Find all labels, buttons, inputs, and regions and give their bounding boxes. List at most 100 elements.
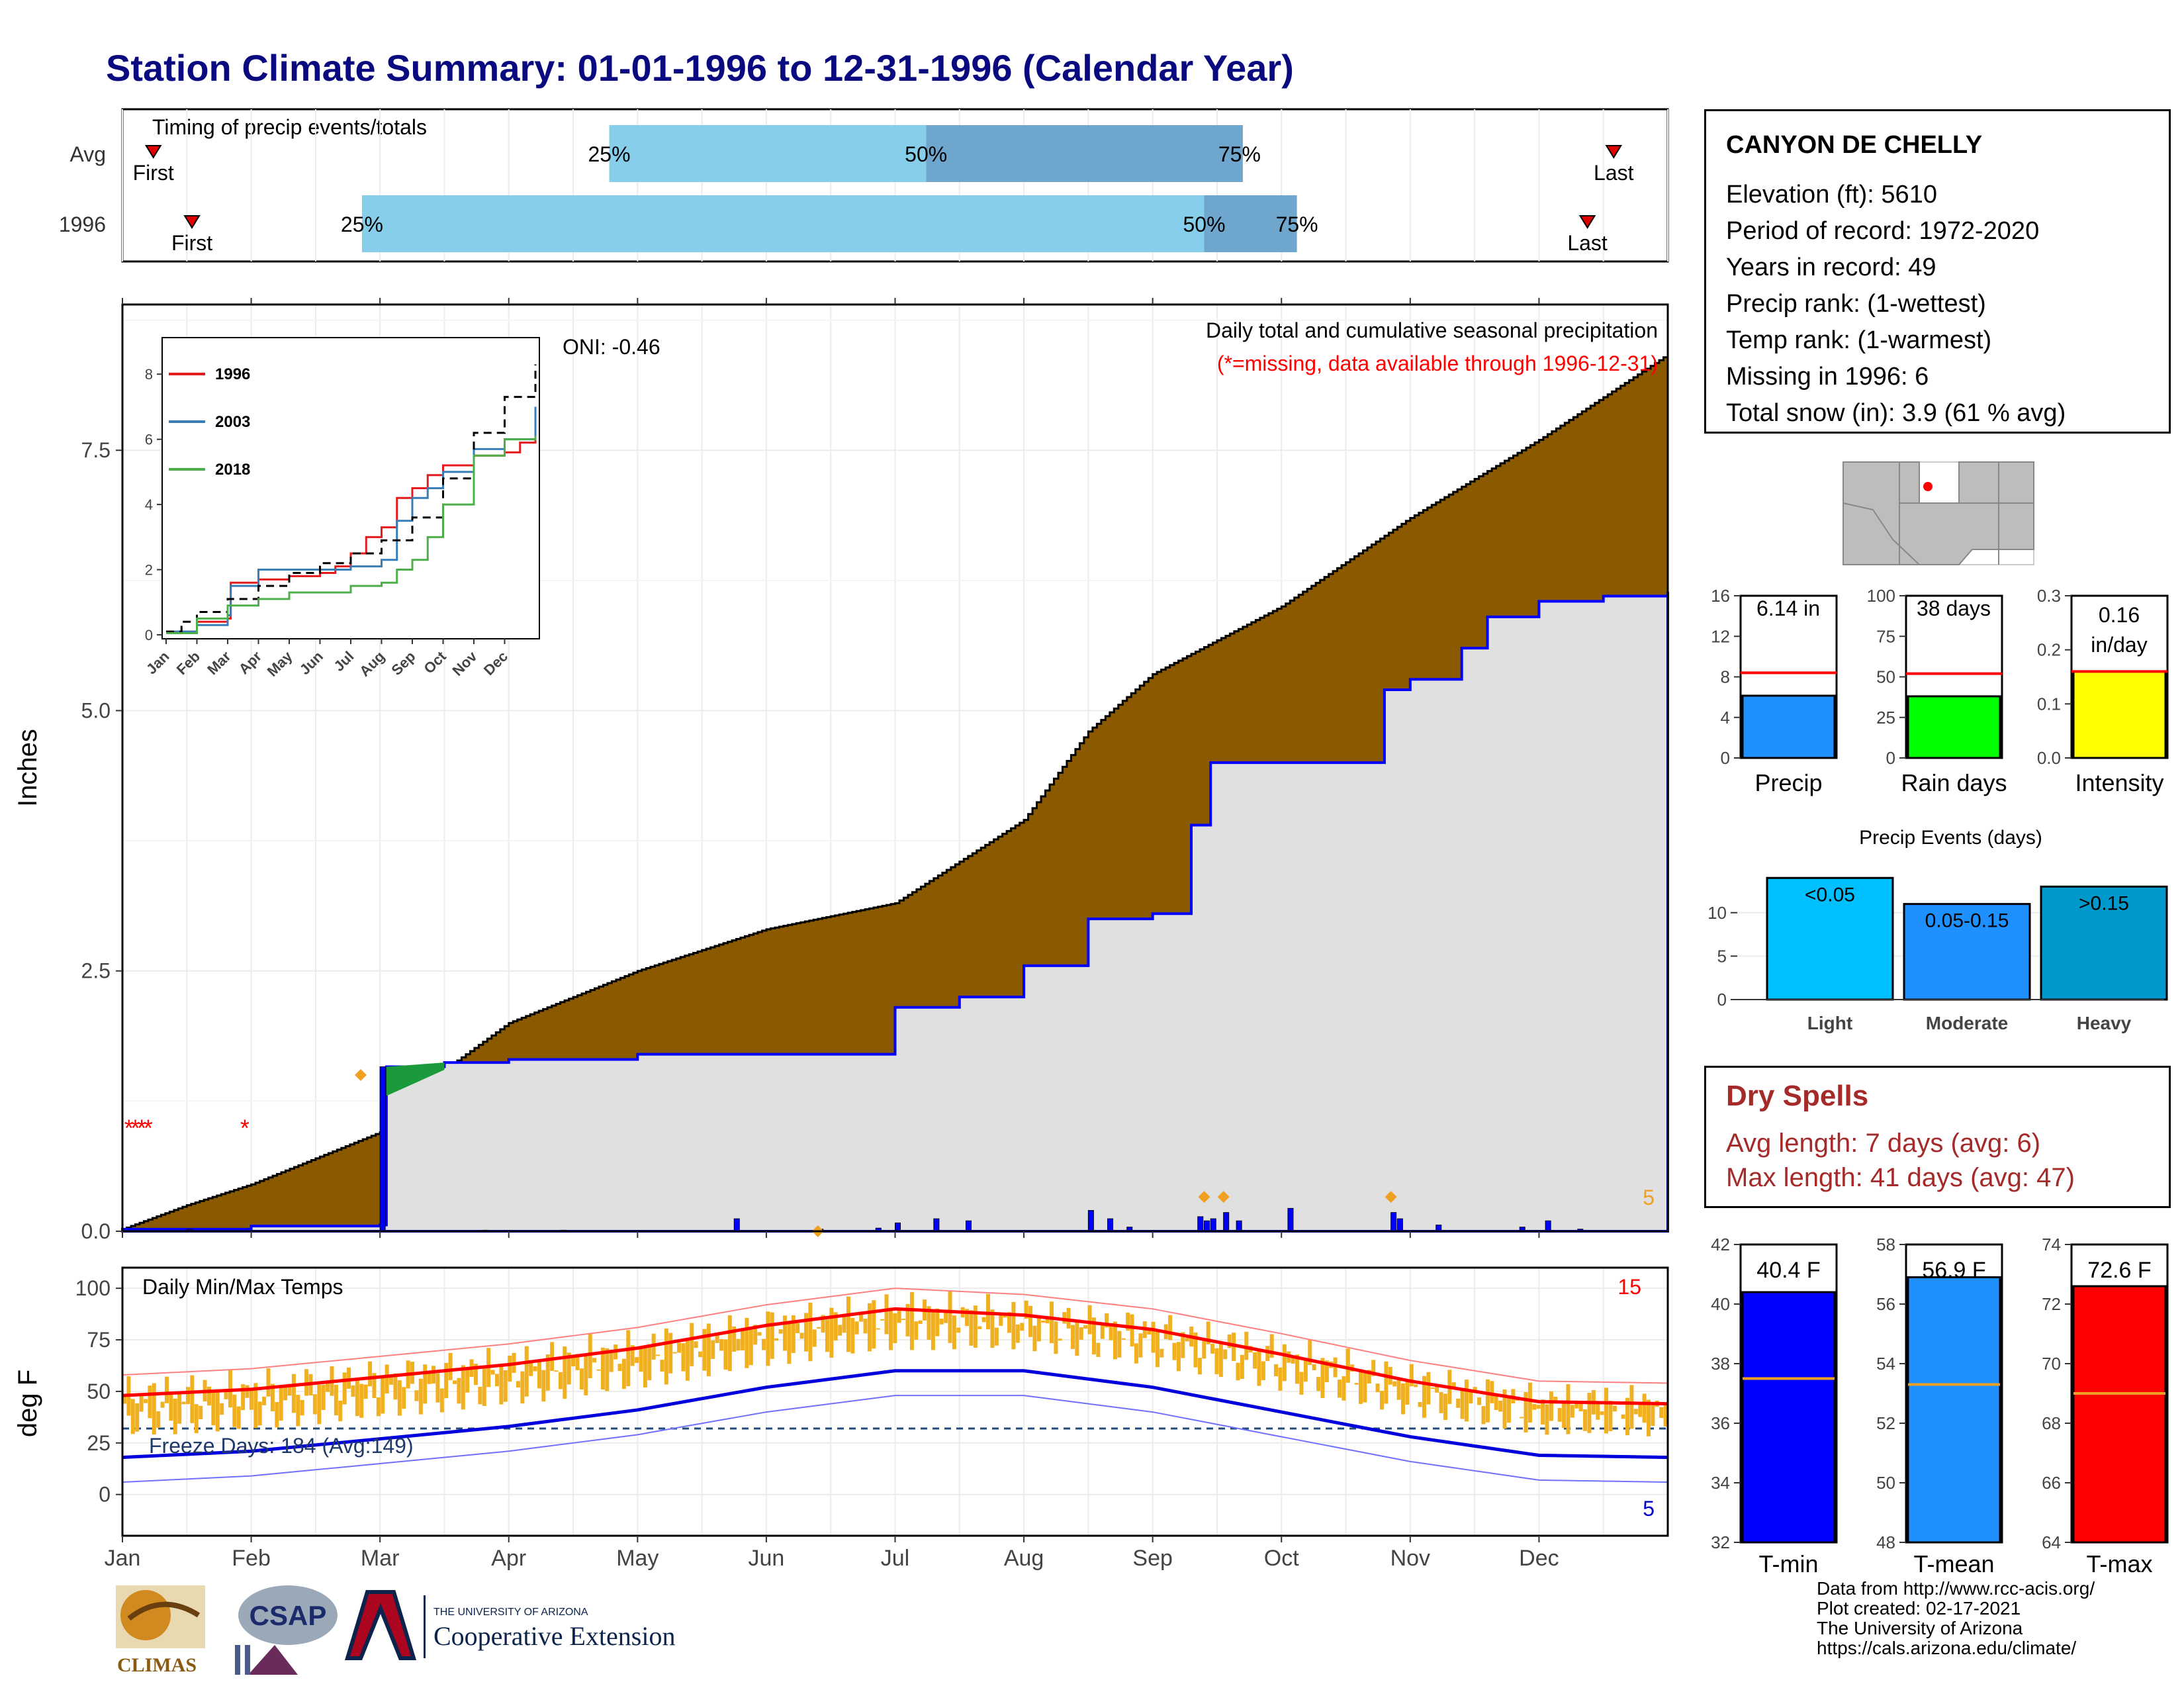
precip-events-ytick-label: 5	[1717, 946, 1727, 966]
daily-temp-range-bar	[1109, 1325, 1113, 1340]
temp-summary-label: T-mean	[1913, 1550, 1994, 1577]
daily-temp-range-bar	[1659, 1407, 1664, 1419]
daily-precip-bar	[1223, 1212, 1230, 1232]
daily-temp-range-bar	[1316, 1377, 1321, 1391]
timing-p50-label: 50%	[905, 142, 947, 166]
daily-temp-range-bar	[1058, 1338, 1062, 1341]
daily-temp-range-bar	[994, 1327, 999, 1346]
daily-temp-range-bar	[681, 1343, 686, 1372]
rain-days-label: 38 days	[1917, 596, 1991, 620]
record-low-line	[122, 1395, 1668, 1483]
temp-summary-ytick-label: 66	[2042, 1473, 2061, 1493]
daily-temp-range-bar	[939, 1319, 944, 1325]
daily-temp-range-bar	[706, 1323, 711, 1377]
station-info-box: CANYON DE CHELLY Elevation (ft): 5610 Pe…	[1704, 109, 2171, 434]
temp-summary-ytick-label: 50	[1876, 1473, 1895, 1493]
missing-marker: *	[130, 1115, 140, 1142]
daily-temp-range-bar	[808, 1302, 813, 1362]
daily-temp-range-bar	[432, 1366, 435, 1384]
location-map	[1843, 461, 2034, 565]
daily-temp-range-bar	[1451, 1382, 1456, 1390]
daily-temp-range-bar	[1134, 1343, 1138, 1364]
daily-temp-range-bar	[1024, 1300, 1028, 1319]
daily-temp-range-bar	[563, 1346, 567, 1399]
daily-temp-range-bar	[1091, 1317, 1096, 1355]
daily-temp-range-bar	[1490, 1381, 1494, 1403]
daily-precip-bar	[895, 1222, 901, 1232]
precip-event-bar	[2040, 885, 2168, 1001]
dry-spells-avg: Avg length: 7 days (avg: 6)	[1726, 1129, 2041, 1158]
daily-temp-range-bar	[1570, 1405, 1574, 1418]
daily-temp-range-bar	[139, 1393, 144, 1412]
daily-temp-range-bar	[381, 1376, 385, 1414]
temp-summary-ytick-label: 42	[1711, 1235, 1730, 1254]
daily-temp-range-bar	[414, 1390, 419, 1401]
month-label: Jun	[749, 1546, 785, 1571]
daily-temp-range-bar	[741, 1329, 745, 1350]
daily-temp-range-bar	[1549, 1391, 1553, 1421]
daily-temp-range-bar	[1527, 1382, 1532, 1423]
daily-temp-range-bar	[1138, 1333, 1143, 1358]
daily-temp-range-bar	[952, 1315, 956, 1350]
daily-temp-range-bar	[656, 1354, 660, 1356]
daily-temp-range-bar	[558, 1372, 563, 1389]
daily-temp-range-bar	[499, 1364, 504, 1405]
summary-ytick-label: 50	[1876, 667, 1895, 687]
daily-temp-range-bar	[1126, 1312, 1130, 1331]
daily-temp-range-bar	[478, 1386, 482, 1405]
precip-events-ytick-label: 0	[1717, 990, 1727, 1009]
daily-temp-range-bar	[537, 1361, 541, 1389]
daily-temp-range-bar	[1536, 1405, 1541, 1409]
precip-event-bar-label: >0.15	[2079, 892, 2129, 914]
daily-temp-range-bar	[715, 1335, 719, 1343]
summary-ytick-label: 0.0	[2037, 748, 2061, 768]
daily-temp-range-bar	[152, 1383, 156, 1435]
precip-event-category: Heavy	[2077, 1013, 2132, 1033]
daily-temp-range-bar	[266, 1368, 271, 1397]
daily-temp-range-bar	[465, 1370, 470, 1393]
daily-temp-range-bar	[1011, 1301, 1016, 1350]
station-precip-rank: Precip rank: (1-wettest)	[1726, 290, 1986, 318]
station-period: Period of record: 1972-2020	[1726, 217, 2040, 245]
daily-temp-range-bar	[160, 1401, 165, 1408]
daily-precip-bar	[1107, 1218, 1114, 1232]
summary-bar	[1907, 695, 2001, 759]
daily-temp-range-bar	[1371, 1360, 1376, 1376]
avg-max-temp-line	[122, 1307, 1668, 1406]
daily-temp-range-bar	[787, 1323, 792, 1364]
daily-temp-range-bar	[1020, 1323, 1024, 1331]
precip-note: Daily total and cumulative seasonal prec…	[1206, 318, 1658, 342]
precip-event-bar-label: 0.05-0.15	[1925, 910, 2009, 932]
daily-precip-bar	[1287, 1207, 1294, 1232]
precip-event-bar-label: <0.05	[1805, 884, 1855, 906]
temp-summary-ytick-label: 38	[1711, 1354, 1730, 1374]
temp-summary-bar	[2072, 1285, 2167, 1544]
daily-temp-range-bar	[605, 1348, 610, 1391]
station-temp-rank: Temp rank: (1-warmest)	[1726, 326, 1992, 354]
summary-ytick-label: 4	[1721, 708, 1730, 727]
daily-temp-range-bar	[584, 1356, 588, 1395]
month-label: May	[616, 1546, 659, 1571]
daily-temp-range-bar	[1608, 1401, 1613, 1432]
temp-summary-bar	[1741, 1291, 1836, 1544]
daily-temp-range-bar	[359, 1383, 364, 1418]
daily-temp-range-bar	[1312, 1364, 1316, 1370]
credit-plot-date: Plot created: 02-17-2021	[1817, 1598, 2021, 1618]
timing-first-label: First	[133, 161, 174, 185]
daily-temp-range-bar	[1253, 1352, 1257, 1369]
inset-ytick-label: 6	[145, 432, 153, 448]
timing-p75-label: 75%	[1276, 212, 1318, 236]
page-title: Station Climate Summary: 01-01-1996 to 1…	[106, 47, 1294, 89]
daily-temp-range-bar	[973, 1305, 978, 1348]
month-label: Nov	[1390, 1546, 1430, 1571]
daily-precip-bar	[1390, 1212, 1397, 1232]
summary-ytick-label: 0.3	[2037, 586, 2061, 606]
daily-temp-range-bar	[1036, 1317, 1041, 1342]
timing-first-marker	[183, 215, 201, 229]
daily-temp-range-bar	[753, 1325, 758, 1345]
daily-temp-range-bar	[173, 1398, 177, 1434]
daily-temp-range-bar	[241, 1384, 246, 1411]
timing-last-label: Last	[1594, 161, 1634, 185]
daily-temp-range-bar	[1396, 1379, 1401, 1400]
daily-temp-range-bar	[778, 1329, 783, 1334]
